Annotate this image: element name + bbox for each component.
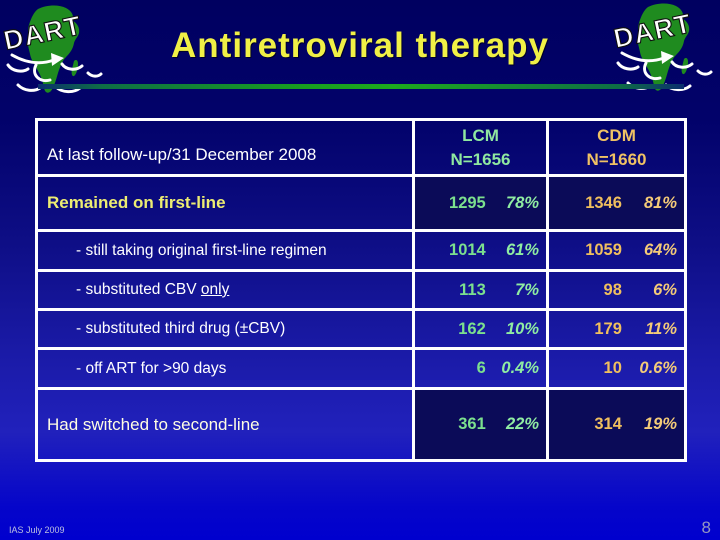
cdm-value-cell: 314 19% <box>546 387 687 462</box>
lcm-count: 361 <box>458 415 486 433</box>
cdm-value-cell: 179 11% <box>546 308 687 350</box>
row-label-cell: - substituted third drug (±CBV) <box>35 308 415 350</box>
table-row: - still taking original first-line regim… <box>35 229 687 272</box>
table-row: - substituted CBV only 113 7% 98 6% <box>35 269 687 311</box>
table-header-label: At last follow-up/31 December 2008 <box>35 118 415 177</box>
cdm-percent: 6% <box>653 280 677 299</box>
lcm-value-cell: 6 0.4% <box>412 347 549 390</box>
cdm-count: 1346 <box>585 193 622 212</box>
lcm-count: 6 <box>476 359 486 377</box>
row-label-cell: Remained on first-line <box>35 174 415 232</box>
slide-title: Antiretroviral therapy <box>171 26 549 65</box>
lcm-count: 162 <box>458 319 486 338</box>
cdm-value-cell: 1346 81% <box>546 174 687 232</box>
table-row: - substituted third drug (±CBV) 162 10% 1… <box>35 308 687 350</box>
table-header-row: At last follow-up/31 December 2008 LCM N… <box>35 118 687 177</box>
page-number: 8 <box>701 518 711 537</box>
lcm-percent: 7% <box>515 280 539 299</box>
lcm-count: 1295 <box>449 193 486 212</box>
lcm-percent: 10% <box>505 319 539 338</box>
cdm-count: 1059 <box>585 241 622 259</box>
cdm-count: 179 <box>594 319 622 338</box>
lcm-count: 113 <box>459 280 486 299</box>
underlined-word: only <box>200 281 230 298</box>
lcm-value-cell: 361 22% <box>412 387 549 462</box>
lcm-value-cell: 1295 78% <box>412 174 549 232</box>
row-label-cell: - off ART for >90 days <box>35 347 415 390</box>
cdm-column-header: CDM N=1660 <box>546 118 687 177</box>
table-row: Remained on first-line 1295 78% 1346 81% <box>35 174 687 232</box>
cdm-percent: 0.6% <box>639 359 677 377</box>
cdm-percent: 19% <box>643 415 677 433</box>
row-label-cell: Had switched to second-line <box>35 387 415 462</box>
table-row: - off ART for >90 days 6 0.4% 10 0.6% <box>35 347 687 390</box>
row-label-cell: - still taking original first-line regim… <box>35 229 415 272</box>
row-label-cell: - substituted CBV only <box>35 269 415 311</box>
lcm-percent: 0.4% <box>501 359 539 377</box>
lcm-percent: 61% <box>505 241 539 259</box>
footer-text: IAS July 2009 <box>9 525 65 535</box>
lcm-percent: 78% <box>505 193 539 212</box>
cdm-value-cell: 1059 64% <box>546 229 687 272</box>
cdm-count: 314 <box>594 415 622 433</box>
lcm-value-cell: 1014 61% <box>412 229 549 272</box>
lcm-percent: 22% <box>505 415 539 433</box>
cdm-percent: 81% <box>643 193 677 212</box>
lcm-count: 1014 <box>449 241 486 259</box>
table-row: Had switched to second-line 361 22% 314 19… <box>35 387 687 462</box>
art-status-table: At last follow-up/31 December 2008 LCM N… <box>35 118 687 462</box>
cdm-value-cell: 10 0.6% <box>546 347 687 390</box>
title-underline <box>38 84 684 89</box>
cdm-count: 98 <box>603 280 622 299</box>
cdm-percent: 64% <box>643 241 677 259</box>
lcm-column-header: LCM N=1656 <box>412 118 549 177</box>
cdm-percent: 11% <box>645 319 677 338</box>
cdm-count: 10 <box>603 359 622 377</box>
cdm-value-cell: 98 6% <box>546 269 687 311</box>
lcm-value-cell: 113 7% <box>412 269 549 311</box>
lcm-value-cell: 162 10% <box>412 308 549 350</box>
